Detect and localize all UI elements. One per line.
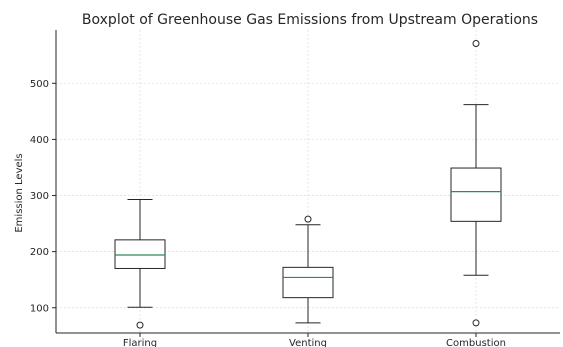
x-tick-label-venting: Venting [289, 338, 327, 347]
x-tick-label-flaring: Flaring [123, 338, 157, 347]
y-axis-label: Emission Levels [14, 153, 25, 232]
y-tick-label-500: 500 [30, 79, 49, 90]
y-tick-label-200: 200 [30, 247, 49, 258]
y-tick-label-300: 300 [30, 191, 49, 202]
axes [52, 30, 560, 337]
iqr-box-flaring [114, 239, 166, 269]
x-tick-label-combustion: Combustion [446, 338, 506, 347]
box-combustion [450, 39, 502, 327]
outlier-flaring-1 [136, 321, 144, 329]
outlier-combustion-1 [472, 319, 480, 327]
y-tick-label-100: 100 [30, 303, 49, 314]
box-venting [282, 215, 334, 324]
tick-labels: 100 200 300 400 500 Flaring Venting Combustion [30, 79, 506, 347]
plot-area [114, 39, 502, 329]
outlier-combustion-2 [472, 39, 480, 47]
chart-title: Boxplot of Greenhouse Gas Emissions from… [82, 12, 538, 28]
box-flaring [114, 198, 166, 329]
iqr-box-venting [282, 266, 334, 299]
outlier-venting-1 [304, 215, 312, 223]
y-tick-label-400: 400 [30, 135, 49, 146]
iqr-box-combustion [450, 167, 502, 222]
